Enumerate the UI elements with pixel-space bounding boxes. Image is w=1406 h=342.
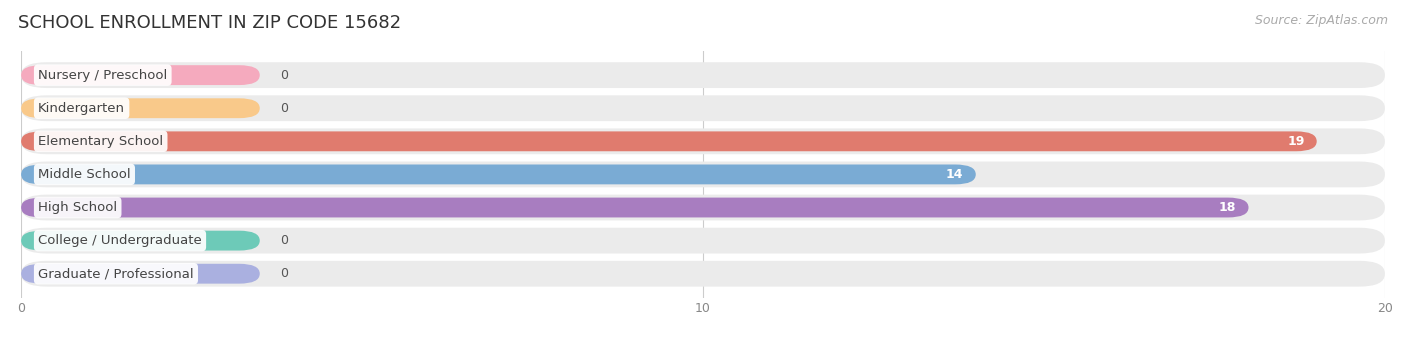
Text: 0: 0 — [280, 234, 288, 247]
FancyBboxPatch shape — [21, 198, 1249, 218]
FancyBboxPatch shape — [21, 98, 260, 118]
Text: Kindergarten: Kindergarten — [38, 102, 125, 115]
Text: High School: High School — [38, 201, 117, 214]
Text: SCHOOL ENROLLMENT IN ZIP CODE 15682: SCHOOL ENROLLMENT IN ZIP CODE 15682 — [18, 14, 401, 32]
Text: 18: 18 — [1219, 201, 1236, 214]
FancyBboxPatch shape — [21, 195, 1385, 221]
FancyBboxPatch shape — [21, 65, 260, 85]
Text: Middle School: Middle School — [38, 168, 131, 181]
Text: 19: 19 — [1286, 135, 1305, 148]
FancyBboxPatch shape — [21, 231, 260, 251]
FancyBboxPatch shape — [21, 62, 1385, 88]
FancyBboxPatch shape — [21, 165, 976, 184]
FancyBboxPatch shape — [21, 131, 1317, 151]
Text: 14: 14 — [946, 168, 963, 181]
Text: Nursery / Preschool: Nursery / Preschool — [38, 69, 167, 82]
Text: 0: 0 — [280, 267, 288, 280]
FancyBboxPatch shape — [21, 95, 1385, 121]
Text: 0: 0 — [280, 102, 288, 115]
FancyBboxPatch shape — [21, 128, 1385, 154]
Text: 0: 0 — [280, 69, 288, 82]
FancyBboxPatch shape — [21, 228, 1385, 253]
Text: College / Undergraduate: College / Undergraduate — [38, 234, 202, 247]
Text: Graduate / Professional: Graduate / Professional — [38, 267, 194, 280]
Text: Elementary School: Elementary School — [38, 135, 163, 148]
FancyBboxPatch shape — [21, 261, 1385, 287]
FancyBboxPatch shape — [21, 161, 1385, 187]
Text: Source: ZipAtlas.com: Source: ZipAtlas.com — [1254, 14, 1388, 27]
FancyBboxPatch shape — [21, 264, 260, 284]
